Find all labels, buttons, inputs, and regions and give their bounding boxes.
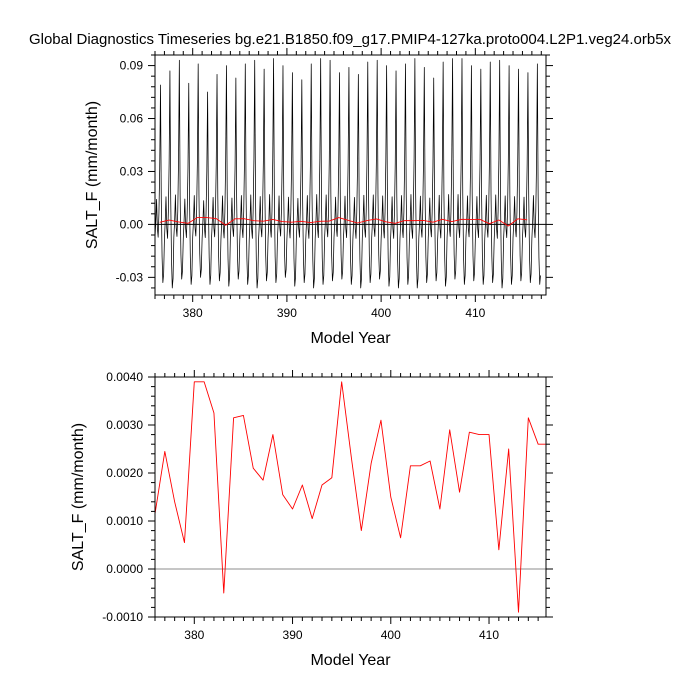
x-tick-label: 400 [381,628,401,642]
plot-frame [154,54,547,296]
x-tick-label: 390 [277,306,297,320]
bottom-panel: 380 390 400 410 -0.0010 0.0000 0.0010 0.0020 0.0… [70,370,553,669]
figure-title: Global Diagnostics Timeseries bg.e21.B18… [29,31,672,48]
y-tick-label: 0.09 [120,59,144,73]
y-tick-label: 0.0030 [106,418,143,432]
y-axis-label: SALT_F (mm/month) [70,423,87,571]
y-tick-label: 0.0040 [106,370,143,384]
x-axis-label: Model Year [310,652,391,669]
annual-mean-line [154,381,546,613]
plot-frame [154,376,547,618]
annual-mean-line [159,217,528,227]
y-tick-label: 0.0000 [106,562,143,576]
x-tick-label: 380 [183,306,203,320]
x-tick-label: 400 [371,306,391,320]
y-tick-label: 0.0010 [106,514,143,528]
y-tick-label: 0.0020 [106,466,143,480]
x-tick-label: 380 [184,628,204,642]
y-axis-label: SALT_F (mm/month) [84,101,101,249]
x-tick-label: 410 [479,628,499,642]
monthly-series-line [154,58,541,289]
x-tick-label: 410 [465,306,485,320]
top-panel: 380 390 400 410 -0.03 0.00 0.03 0.06 0.09 Model Y… [84,48,553,347]
y-tick-label: -0.03 [116,270,144,284]
y-tick-label: -0.0010 [102,610,143,624]
x-tick-label: 390 [283,628,303,642]
y-tick-label: 0.00 [120,217,144,231]
y-tick-label: 0.03 [120,164,144,178]
x-axis-label: Model Year [310,330,391,347]
y-tick-label: 0.06 [120,112,144,126]
